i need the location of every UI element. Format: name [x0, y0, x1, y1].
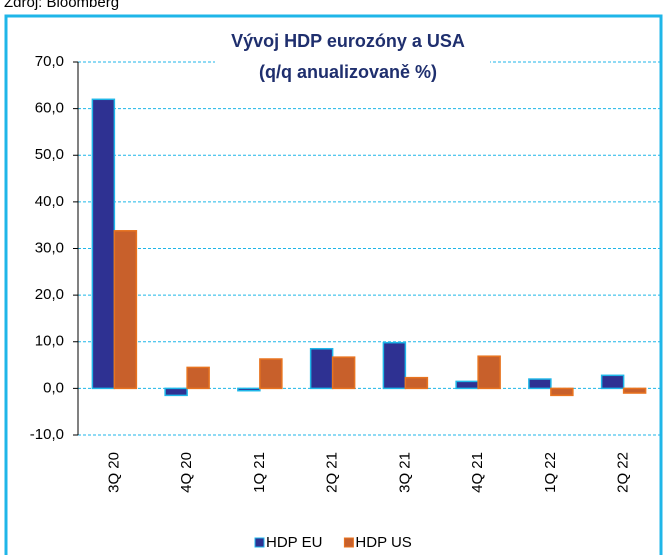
bar [404, 376, 429, 390]
y-tick-label: 40,0 [35, 193, 64, 210]
y-tick-label: 0,0 [43, 379, 64, 396]
bar [550, 387, 574, 397]
bar [455, 380, 479, 390]
x-tick-label: 4Q 21 [469, 452, 486, 493]
x-tick-label: 1Q 22 [542, 452, 559, 493]
y-tick-label: 70,0 [35, 53, 64, 70]
x-tick-label: 3Q 20 [105, 452, 122, 493]
bar [309, 347, 334, 390]
bar [186, 366, 210, 390]
bar [91, 98, 116, 390]
legend-label: HDP EU [266, 534, 322, 551]
bar [113, 230, 138, 390]
chart-title: Vývoj HDP eurozóny a USA [231, 31, 465, 51]
legend-swatch [343, 537, 354, 548]
y-tick-label: 10,0 [35, 333, 64, 350]
chart-subtitle: (q/q anualizovaně %) [259, 62, 437, 82]
bar [331, 356, 356, 390]
bar [622, 387, 647, 394]
bar [528, 378, 552, 390]
plot: -10,0 0,0 10,0 20,0 30,0 40,0 50,0 60,0 70,0 3Q 2… [30, 53, 660, 551]
frame [4, 14, 663, 555]
x-tick-label: 4Q 20 [178, 452, 195, 493]
bar [259, 358, 283, 390]
x-tick-label: 1Q 21 [251, 452, 268, 493]
x-tick-label: 2Q 21 [324, 452, 341, 493]
x-tick-label: 2Q 22 [615, 452, 632, 493]
y-tick-label: 50,0 [35, 146, 64, 163]
bar [164, 387, 188, 397]
y-tick-label: 60,0 [35, 100, 64, 117]
bar [382, 341, 407, 390]
legend-label: HDP US [355, 534, 411, 551]
bar [600, 374, 625, 390]
y-tick-label: 30,0 [35, 239, 64, 256]
bar [477, 355, 501, 390]
source: Zdroj: Bloomberg [4, 0, 119, 11]
x-tick-label: 3Q 21 [396, 452, 413, 493]
y-tick-label: 20,0 [35, 286, 64, 303]
legend-swatch [254, 537, 265, 548]
title-bg [215, 27, 490, 89]
bar [237, 387, 261, 392]
y-tick-label: -10,0 [30, 426, 64, 443]
